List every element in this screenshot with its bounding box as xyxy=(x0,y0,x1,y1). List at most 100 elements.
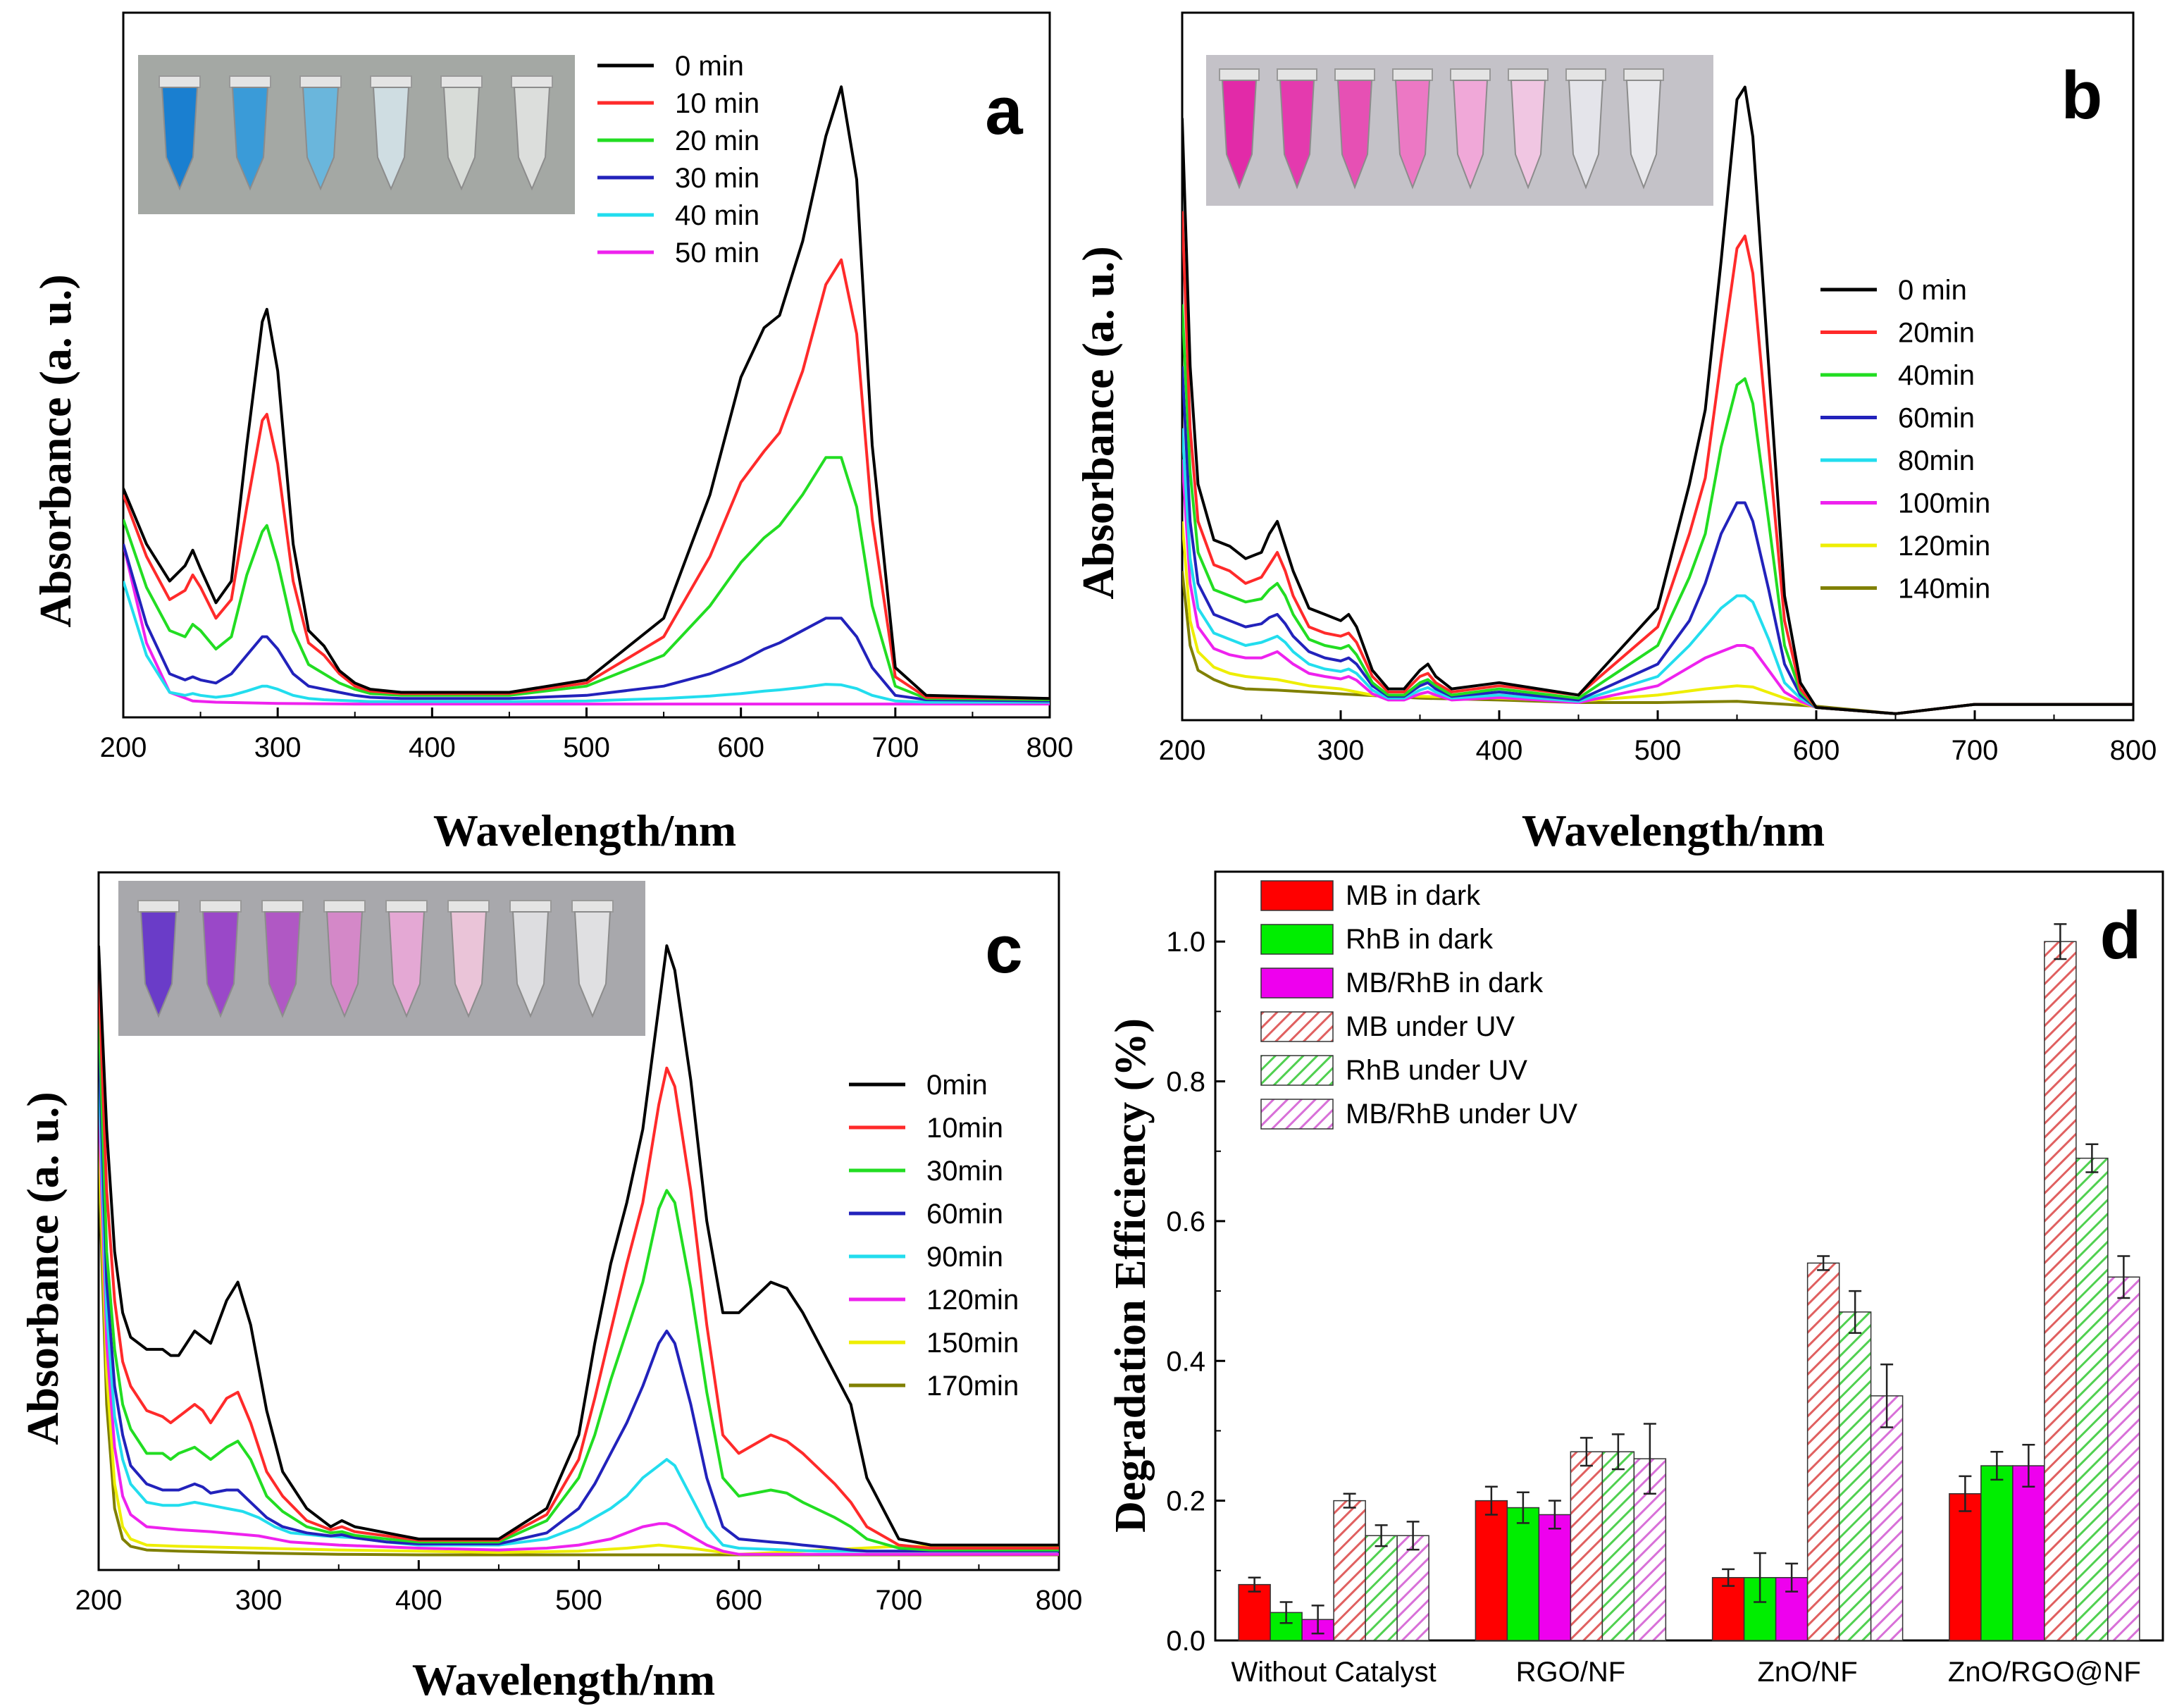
bar-zno-nf-mb-under-uv xyxy=(1806,1262,1840,1641)
tube-cap-b-1 xyxy=(1219,68,1260,81)
legend-label-d-mb-under-uv: MB under UV xyxy=(1346,1011,1515,1042)
panel-label-d: d xyxy=(2100,898,2142,973)
panel-a: a Absorbance (a. u.) Wavelength/nm xyxy=(30,55,1023,855)
bar-chart-d: 0.0 0.2 0.4 0.6 0.8 1.0 Without Catalyst RGO/NF… xyxy=(1166,870,2164,1688)
bar-rgo-nf-mb-under-uv xyxy=(1570,1451,1603,1641)
x-tick-label-a-500: 500 xyxy=(563,732,610,763)
x-tick-label-a-300: 300 xyxy=(254,732,302,763)
y-tick-label-d-0: 0.0 xyxy=(1166,1626,1205,1657)
category-label-zno-rgo-nf: ZnO/RGO@NF xyxy=(1948,1657,2141,1688)
x-tick-label-b-800: 800 xyxy=(2110,735,2157,766)
tube-cap-a-4 xyxy=(370,75,412,88)
tube-cap-a-5 xyxy=(440,75,483,88)
bar-rgo-nf-rhb-in-dark xyxy=(1506,1507,1540,1641)
spectra-chart-b: 200 300 400 500 600 700 800 0 min 20min 40min 60mi… xyxy=(1159,11,2157,766)
x-tick-label-c-400: 400 xyxy=(395,1585,442,1616)
legend-label-a-30-min: 30 min xyxy=(675,163,759,194)
spectra-chart-a: 200 300 400 500 600 700 800 0 min 10 min 20 min 30… xyxy=(100,11,1073,763)
bar-zno-rgo-nf-rhb-in-dark xyxy=(1980,1465,2014,1641)
legend-label-c-90min: 90min xyxy=(926,1242,1003,1273)
plot-frame-d xyxy=(1214,870,2164,1642)
tube-c-3 xyxy=(263,911,302,1018)
tube-cap-a-2 xyxy=(229,75,271,88)
series-group-b xyxy=(1182,85,2133,715)
bar-zno-nf-mb-in-dark xyxy=(1711,1576,1745,1641)
bar-zno-rgo-nf-rhb-under-uv xyxy=(2076,1157,2109,1641)
panel-b: b Absorbance (a. u.) Wavelength/nm xyxy=(1073,55,2102,855)
series-line-b-20min xyxy=(1182,211,2133,715)
inset-tubes-a xyxy=(159,75,553,191)
tube-c-1 xyxy=(139,911,178,1018)
tube-cap-b-8 xyxy=(1623,68,1664,81)
tube-c-4 xyxy=(325,911,364,1018)
series-line-a-40-min xyxy=(123,581,1050,704)
tube-a-2 xyxy=(231,87,269,191)
panel-label-b: b xyxy=(2061,58,2103,133)
category-label-rgo-nf: RGO/NF xyxy=(1516,1657,1626,1688)
bar-without-catalyst-rhb-under-uv xyxy=(1365,1535,1398,1641)
y-tick-label-d-2: 0.4 xyxy=(1166,1346,1205,1377)
x-tick-label-b-600: 600 xyxy=(1793,735,1840,766)
x-axis-label-b: Wavelength/nm xyxy=(1522,805,1825,855)
legend-label-b-120min: 120min xyxy=(1898,531,1990,562)
y-axis-label-b: Absorbance (a. u.) xyxy=(1073,246,1123,599)
series-line-a-10-min xyxy=(123,258,1050,700)
legend-label-d-mb-rhb-under-uv: MB/RhB under UV xyxy=(1346,1099,1577,1130)
series-group-c xyxy=(99,944,1059,1557)
series-line-c-150min xyxy=(99,1129,1059,1556)
bar-zno-nf-mb-rhb-under-uv xyxy=(1870,1395,1904,1641)
category-label-without-catalyst: Without Catalyst xyxy=(1231,1657,1437,1688)
inset-photo-a xyxy=(138,55,575,214)
legend-label-c-30min: 30min xyxy=(926,1156,1003,1187)
x-tick-label-c-500: 500 xyxy=(555,1585,602,1616)
x-tick-label-b-400: 400 xyxy=(1476,735,1523,766)
series-group-a xyxy=(123,85,1050,706)
x-tick-label-a-600: 600 xyxy=(717,732,764,763)
tube-cap-b-7 xyxy=(1565,68,1606,81)
y-tick-label-d-4: 0.8 xyxy=(1166,1067,1205,1098)
legend-label-b-60min: 60min xyxy=(1898,403,1975,434)
legend-label-b-140min: 140min xyxy=(1898,574,1990,605)
bar-zno-rgo-nf-mb-in-dark xyxy=(1949,1492,1982,1641)
series-line-b-100min xyxy=(1182,459,2133,715)
series-line-c-60min xyxy=(99,1037,1059,1553)
legend-swatch-d-mb-in-dark xyxy=(1260,880,1334,911)
tube-b-4 xyxy=(1394,80,1431,190)
panel-c: c Absorbance (a. u.) Wavelength/nm xyxy=(18,881,1023,1705)
series-line-b-60min xyxy=(1182,366,2133,715)
y-axis-label-c: Absorbance (a. u.) xyxy=(18,1092,68,1445)
tube-cap-c-4 xyxy=(323,900,366,913)
charts-layer: 200 300 400 500 600 700 800 0 min 10 min 20 min 30… xyxy=(75,11,2164,1688)
series-line-c-10min xyxy=(99,976,1059,1550)
legend-label-d-rhb-under-uv: RhB under UV xyxy=(1346,1055,1527,1086)
tube-b-8 xyxy=(1625,80,1662,190)
x-tick-label-c-700: 700 xyxy=(875,1585,922,1616)
tube-c-2 xyxy=(201,911,240,1018)
series-line-a-0-min xyxy=(123,85,1050,700)
legend-label-c-120min: 120min xyxy=(926,1285,1019,1316)
bar-rgo-nf-mb-rhb-in-dark xyxy=(1538,1514,1572,1641)
inset-photo-b xyxy=(1206,55,1713,206)
x-tick-label-c-800: 800 xyxy=(1036,1585,1083,1616)
legend-label-a-10-min: 10 min xyxy=(675,88,759,119)
inset-tubes-c xyxy=(137,900,614,1018)
legend-label-c-170min: 170min xyxy=(926,1371,1019,1402)
tube-b-6 xyxy=(1510,80,1546,190)
tube-cap-b-3 xyxy=(1334,68,1375,81)
tube-cap-c-7 xyxy=(509,900,552,913)
tube-b-3 xyxy=(1336,80,1373,190)
tube-cap-c-2 xyxy=(199,900,242,913)
legend-label-a-20-min: 20 min xyxy=(675,125,759,156)
y-axis-label-d: Degradation Efficiency (%) xyxy=(1107,1018,1155,1533)
bar-zno-rgo-nf-mb-under-uv xyxy=(2044,941,2077,1641)
tube-a-4 xyxy=(372,87,410,191)
legend-label-c-0min: 0min xyxy=(926,1070,988,1101)
series-line-c-120min xyxy=(99,1099,1059,1556)
legend-label-a-0-min: 0 min xyxy=(675,51,744,82)
x-tick-label-c-200: 200 xyxy=(75,1585,123,1616)
bar-rgo-nf-mb-in-dark xyxy=(1475,1500,1508,1641)
tube-cap-b-4 xyxy=(1392,68,1433,81)
tube-b-5 xyxy=(1452,80,1489,190)
legend-swatch-d-rhb-under-uv xyxy=(1260,1055,1334,1086)
tube-c-8 xyxy=(573,911,612,1018)
